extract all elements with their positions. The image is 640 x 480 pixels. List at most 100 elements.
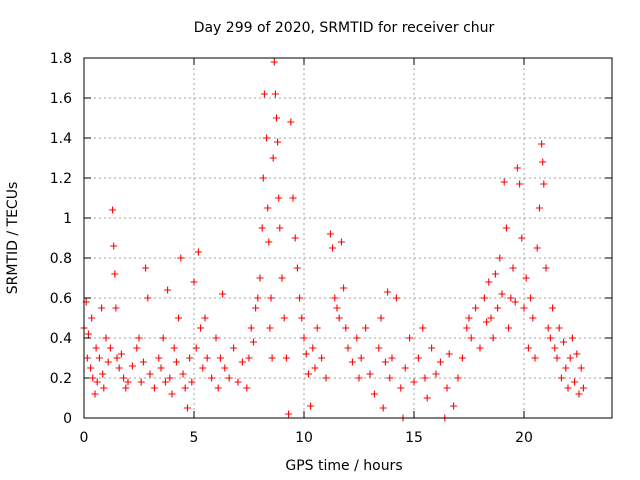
data-point xyxy=(212,334,220,342)
data-point xyxy=(159,334,167,342)
data-point xyxy=(309,344,317,352)
data-point xyxy=(419,324,427,332)
data-point xyxy=(337,238,345,246)
data-point xyxy=(322,374,330,382)
data-point xyxy=(450,402,458,410)
data-point xyxy=(122,384,130,392)
data-point xyxy=(551,344,559,352)
data-point xyxy=(318,354,326,362)
y-tick-label: 0.6 xyxy=(50,291,72,307)
y-tick-label: 1 xyxy=(63,211,72,227)
data-point xyxy=(560,338,568,346)
data-point xyxy=(307,402,315,410)
data-point xyxy=(135,334,143,342)
data-point xyxy=(487,314,495,322)
data-point xyxy=(483,318,491,326)
data-point xyxy=(274,138,282,146)
data-point xyxy=(256,274,264,282)
data-point xyxy=(254,294,262,302)
data-point xyxy=(377,314,385,322)
data-point xyxy=(98,304,106,312)
data-point xyxy=(89,374,97,382)
data-point xyxy=(197,324,205,332)
data-point xyxy=(238,358,246,366)
data-point xyxy=(463,324,471,332)
data-point xyxy=(553,354,561,362)
y-tick-label: 0 xyxy=(63,411,72,427)
data-point xyxy=(333,304,341,312)
data-point xyxy=(137,378,145,386)
data-point xyxy=(166,374,174,382)
data-point xyxy=(575,390,583,398)
data-point xyxy=(472,304,480,312)
data-point xyxy=(249,338,257,346)
data-point xyxy=(88,314,96,322)
data-point xyxy=(571,378,579,386)
y-tick-label: 1.8 xyxy=(50,51,72,67)
data-point xyxy=(476,344,484,352)
data-point xyxy=(302,350,310,358)
data-point xyxy=(155,354,163,362)
data-point xyxy=(164,286,172,294)
x-tick-label: 10 xyxy=(295,430,313,446)
data-point xyxy=(544,324,552,332)
data-point xyxy=(296,294,304,302)
data-point xyxy=(291,234,299,242)
data-point xyxy=(273,114,280,122)
data-point xyxy=(194,248,202,256)
data-point xyxy=(329,244,337,252)
data-point xyxy=(538,140,546,148)
data-point xyxy=(252,304,260,312)
data-point xyxy=(520,304,528,312)
data-point xyxy=(458,354,466,362)
data-point xyxy=(401,364,409,372)
data-point xyxy=(111,270,119,278)
data-point xyxy=(326,230,334,238)
x-tick-label: 15 xyxy=(405,430,423,446)
data-point xyxy=(311,364,319,372)
data-point xyxy=(269,154,277,162)
data-point xyxy=(93,378,101,386)
data-point xyxy=(527,294,535,302)
data-point xyxy=(267,294,275,302)
data-point xyxy=(414,354,422,362)
data-point xyxy=(423,394,431,402)
chart-title: Day 299 of 2020, SRMTID for receiver chu… xyxy=(194,20,495,36)
data-point xyxy=(331,294,339,302)
data-point xyxy=(120,374,128,382)
y-tick-label: 1.4 xyxy=(50,131,72,147)
data-point xyxy=(388,354,396,362)
data-point xyxy=(128,362,136,370)
data-point xyxy=(304,370,312,378)
data-point xyxy=(203,354,211,362)
data-point xyxy=(421,374,429,382)
data-point xyxy=(533,244,541,252)
data-point xyxy=(579,384,587,392)
data-point xyxy=(454,374,462,382)
data-point xyxy=(259,174,267,182)
data-point xyxy=(353,334,361,342)
data-point xyxy=(100,384,108,392)
data-point xyxy=(172,358,180,366)
data-point xyxy=(276,224,284,232)
data-point xyxy=(175,314,183,322)
data-point xyxy=(573,350,581,358)
data-point xyxy=(115,364,123,372)
data-point xyxy=(467,334,475,342)
data-point xyxy=(568,334,576,342)
data-point xyxy=(214,384,222,392)
data-point xyxy=(188,378,196,386)
data-point xyxy=(557,374,565,382)
y-tick-label: 0.4 xyxy=(50,331,72,347)
data-point xyxy=(518,234,526,242)
data-point xyxy=(282,354,290,362)
data-point xyxy=(216,354,224,362)
data-point xyxy=(428,344,436,352)
data-point xyxy=(355,374,363,382)
data-point xyxy=(192,344,200,352)
data-point xyxy=(535,204,543,212)
data-point xyxy=(397,384,405,392)
data-point xyxy=(263,134,271,142)
data-point xyxy=(219,290,227,298)
